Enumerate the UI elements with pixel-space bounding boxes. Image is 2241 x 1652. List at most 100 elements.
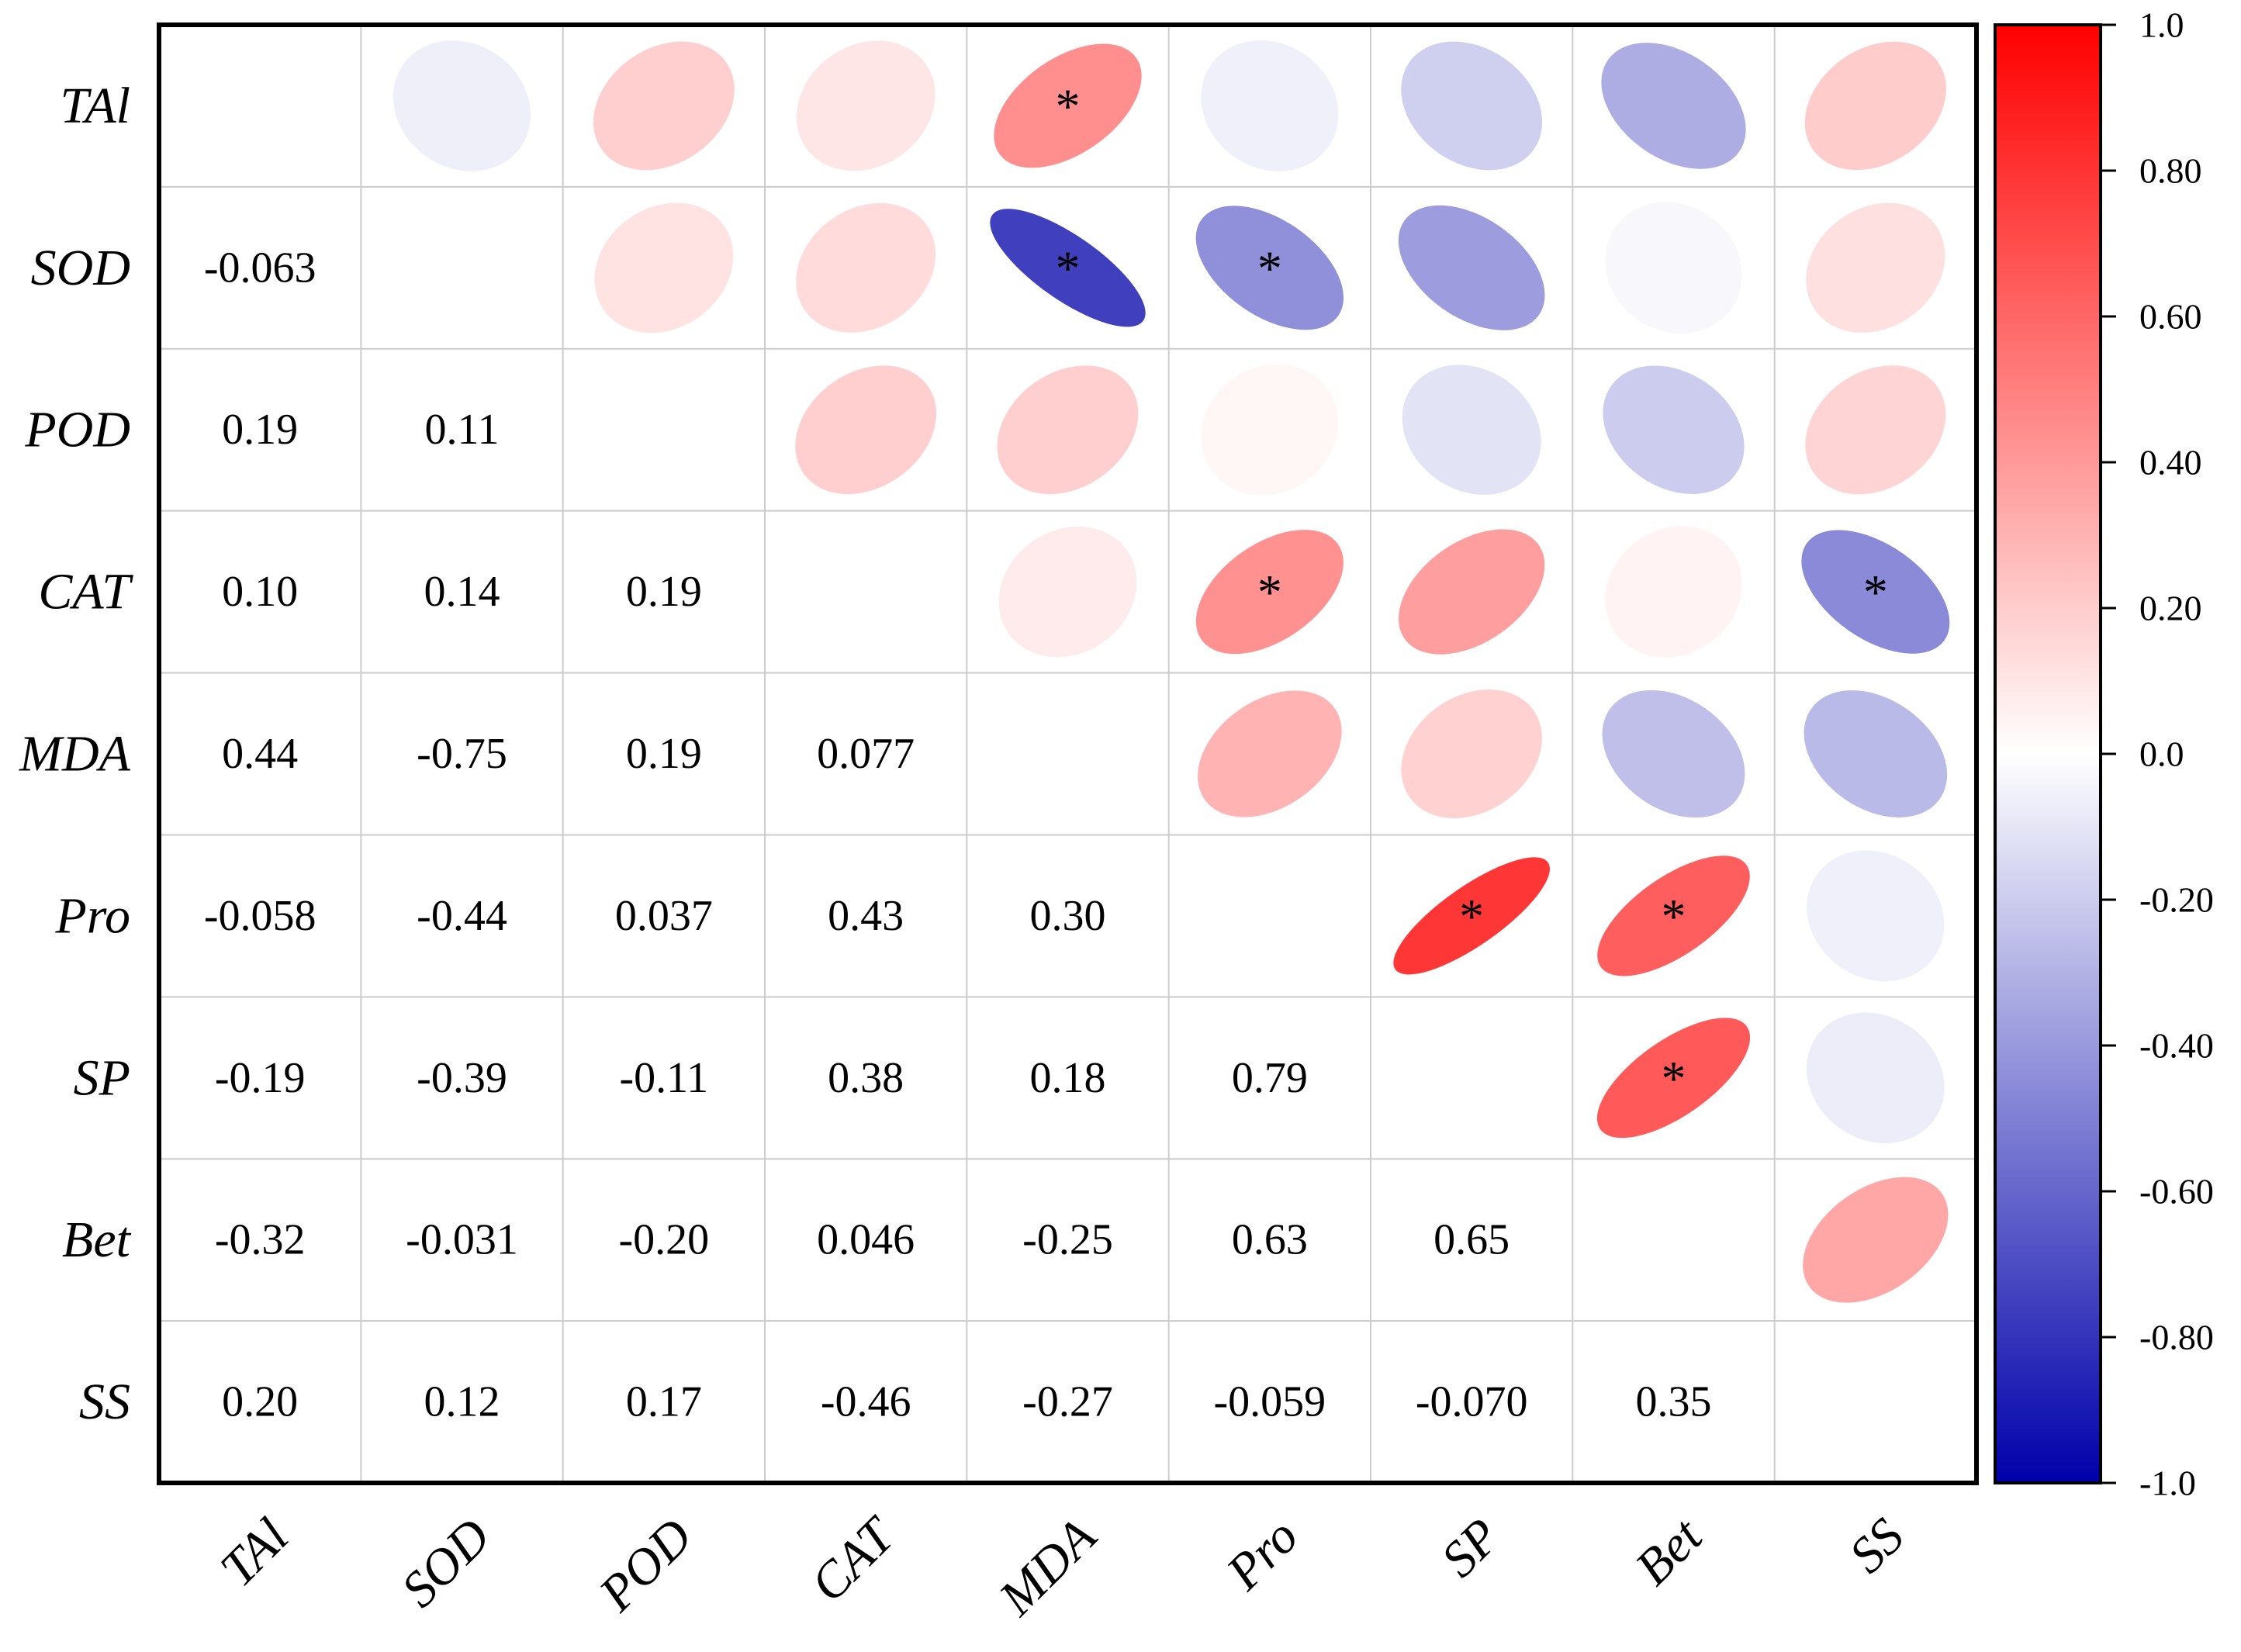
cell-value-ss-pod: 0.17 [626,1378,702,1426]
colorbar-tick-label: 0.40 [2139,443,2202,482]
row-label-pod: POD [24,402,130,458]
column-labels: TAl SOD POD CAT MDA Pro SP Bet SS [209,1505,1914,1626]
grid-lines [159,25,1976,1483]
ellipse-sod-pod [594,202,734,334]
colorbar-tick-label: 0.0 [2139,734,2184,774]
column-label-sp: SP [1430,1508,1510,1588]
ellipse-cat-pro [1195,530,1344,655]
row-label-cat: CAT [38,564,133,620]
ellipse-cat-mda [998,526,1137,658]
cell-value-sp-pod: -0.11 [620,1054,709,1102]
significance-marker-sp-bet: * [1662,1051,1686,1106]
ellipse-tal-ss [1804,41,1946,171]
cell-value-mda-pod: 0.19 [626,730,702,778]
colorbar-tick-label: -0.20 [2139,880,2214,920]
ellipse-mda-ss [1804,690,1948,817]
row-label-sp: SP [74,1049,130,1106]
cell-value-pro-tal: -0.058 [204,892,316,940]
colorbar-tick-label: 1.0 [2139,5,2184,45]
ellipse-sp-ss [1807,1012,1945,1144]
ellipse-pod-sp [1402,365,1541,496]
row-label-mda: MDA [19,726,131,783]
value-layer: -0.063 0.19 0.11 0.10 0.14 0.19 0.44 -0.75 0.19 0… [204,244,1712,1426]
ellipse-pro-sp [1393,857,1550,975]
colorbar-tick-label: -1.0 [2139,1464,2196,1503]
colorbar-tick-label: 0.80 [2139,151,2202,191]
ellipse-tal-sod [393,40,531,171]
cell-value-ss-sp: -0.070 [1416,1378,1528,1426]
cell-value-ss-pro: -0.059 [1214,1378,1326,1426]
colorbar-tick-label: -0.40 [2139,1026,2214,1066]
colorbar: 1.0 0.80 0.60 0.40 0.20 0.0 -0.20 -0.40 -0.60 -0.… [1994,5,2214,1503]
cell-value-pod-sod: 0.11 [425,406,500,454]
cell-value-ss-sod: 0.12 [424,1378,500,1426]
cell-value-cat-pod: 0.19 [626,568,702,616]
ellipse-sod-cat [796,202,936,333]
significance-marker-pro-bet: * [1662,889,1686,944]
column-label-pod: POD [588,1508,703,1623]
cell-value-sp-cat: 0.38 [828,1054,904,1102]
cell-value-pro-mda: 0.30 [1030,892,1106,940]
ellipse-tal-cat [796,40,935,171]
cell-value-bet-pod: -0.20 [619,1216,710,1264]
cell-value-bet-cat: 0.046 [817,1216,915,1264]
cell-value-mda-tal: 0.44 [222,730,298,778]
cell-value-bet-sod: -0.031 [406,1216,518,1264]
cell-value-sp-sod: -0.39 [417,1054,507,1102]
ellipse-pod-ss [1805,365,1946,495]
cell-value-mda-cat: 0.077 [817,730,915,778]
cell-value-pod-tal: 0.19 [222,406,298,454]
significance-marker-tal-mda: * [1056,78,1081,133]
plot-frame [157,22,1979,1485]
row-label-sod: SOD [31,240,130,296]
ellipse-tal-bet [1601,43,1746,169]
ellipse-sod-bet [1605,202,1742,334]
ellipse-sod-mda [990,209,1146,327]
column-label-mda: MDA [988,1508,1108,1627]
cell-value-bet-sp: 0.65 [1433,1216,1510,1264]
colorbar-tick-label: -0.60 [2139,1172,2214,1211]
ellipse-sod-sp [1398,205,1545,330]
ellipse-pod-cat [795,365,937,495]
ellipse-tal-mda [994,43,1142,168]
ellipse-pod-bet [1603,365,1745,494]
significance-marker-cat-pro: * [1257,565,1282,620]
ellipse-tal-pod [593,41,735,171]
cell-value-bet-tal: -0.32 [215,1216,306,1264]
column-label-bet: Bet [1624,1507,1714,1596]
ellipse-bet-ss [1803,1177,1949,1303]
ellipse-mda-sp [1401,689,1542,819]
cell-value-ss-mda: -0.27 [1022,1378,1113,1426]
cell-value-mda-sod: -0.75 [417,730,507,778]
column-label-sod: SOD [391,1508,501,1618]
ellipse-mda-pro [1198,690,1342,817]
ellipse-tal-sp [1401,41,1543,171]
significance-marker-cat-ss: * [1863,565,1888,620]
cell-value-ss-bet: 0.35 [1636,1378,1712,1426]
cell-value-ss-tal: 0.20 [222,1378,298,1426]
cell-value-bet-mda: -0.25 [1022,1216,1113,1264]
ellipse-layer: * * * * * * * * [393,40,1950,1303]
row-label-pro: Pro [54,887,130,944]
cell-value-sp-pro: 0.79 [1232,1054,1308,1102]
cell-value-sod-tal: -0.063 [204,244,316,292]
cell-value-bet-pro: 0.63 [1232,1216,1308,1264]
significance-marker-sod-mda: * [1056,240,1081,295]
ellipse-pro-bet [1597,855,1750,976]
cell-value-cat-tal: 0.10 [222,568,298,616]
significance-marker-pro-sp: * [1459,889,1484,944]
row-labels: TAl SOD POD CAT MDA Pro SP Bet SS [19,78,133,1430]
ellipse-cat-bet [1605,526,1742,658]
ellipse-sp-bet [1596,1018,1751,1139]
ellipse-sod-pro [1195,206,1344,330]
column-label-tal: TAl [209,1508,299,1598]
ellipse-sod-ss [1806,202,1945,334]
ellipse-pod-mda [997,365,1139,495]
significance-marker-sod-pro: * [1257,240,1282,295]
ellipse-pro-ss [1807,850,1945,982]
ellipse-pod-pro [1201,364,1339,496]
colorbar-ticks: 1.0 0.80 0.60 0.40 0.20 0.0 -0.20 -0.40 -0.60 -0.… [2101,5,2214,1503]
colorbar-tick-label: -0.80 [2139,1318,2214,1357]
row-label-bet: Bet [62,1211,132,1268]
